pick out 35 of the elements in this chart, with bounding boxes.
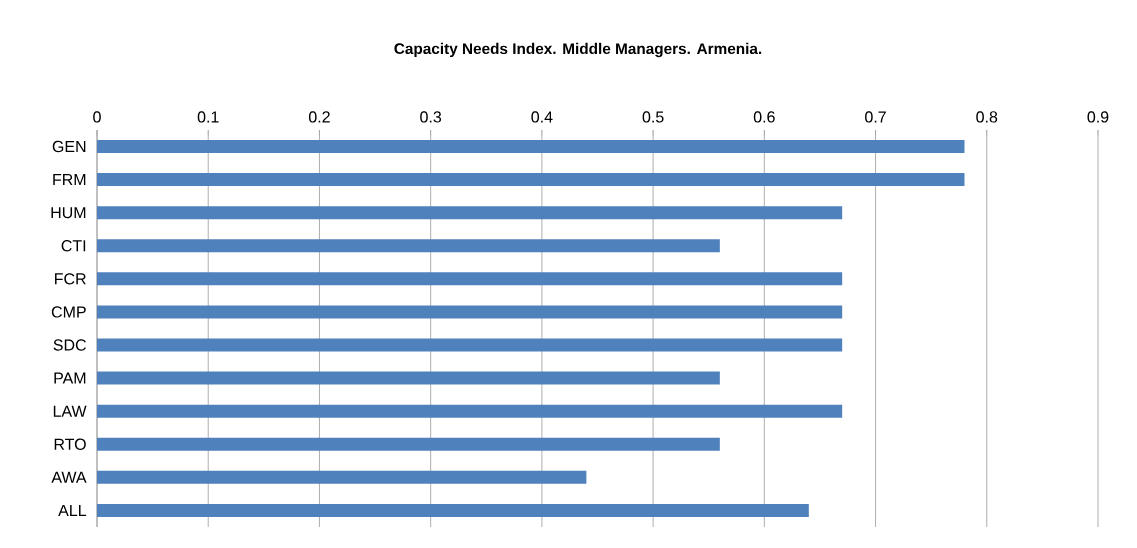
bar [97, 173, 965, 187]
y-tick-label: GEN [52, 140, 86, 153]
x-tick-label: 0.8 [976, 111, 998, 123]
x-tick-label: 0.3 [420, 111, 442, 123]
bar [97, 503, 809, 517]
y-tick-label: CMP [51, 306, 86, 318]
bar [97, 206, 843, 220]
bar [97, 305, 843, 319]
bar [97, 239, 720, 253]
y-tick-label: RTO [54, 438, 86, 450]
x-tick-label: 0.4 [531, 111, 553, 123]
x-tick-label: 0 [93, 111, 101, 123]
x-tick-label: 0.7 [865, 111, 886, 123]
chart-title: Capacity Needs Index. Middle Managers. Armenia. [394, 42, 762, 58]
y-tick-label: ALL [58, 504, 87, 516]
y-tick-label: HUM [51, 207, 86, 219]
y-tick-label: FCR [55, 273, 86, 285]
bar [97, 338, 843, 352]
bar [97, 404, 843, 418]
x-tick-label: 0.9 [1087, 111, 1109, 123]
bar [97, 272, 843, 286]
x-tick-label: 0.2 [308, 111, 330, 123]
bar [97, 437, 720, 451]
bar [97, 371, 720, 385]
y-tick-label: FRM [53, 174, 86, 186]
y-tick-label: LAW [53, 405, 87, 417]
y-tick-label: PAM [54, 372, 86, 384]
x-tick-label: 0.6 [753, 111, 775, 123]
y-tick-label: AWA [51, 471, 87, 483]
x-tick-label: 0.1 [197, 111, 219, 123]
x-tick-label: 0.5 [642, 111, 664, 123]
bar [97, 470, 587, 484]
y-tick-label: CTI [61, 240, 86, 252]
bar [97, 140, 965, 154]
y-tick-label: SDC [53, 339, 86, 351]
